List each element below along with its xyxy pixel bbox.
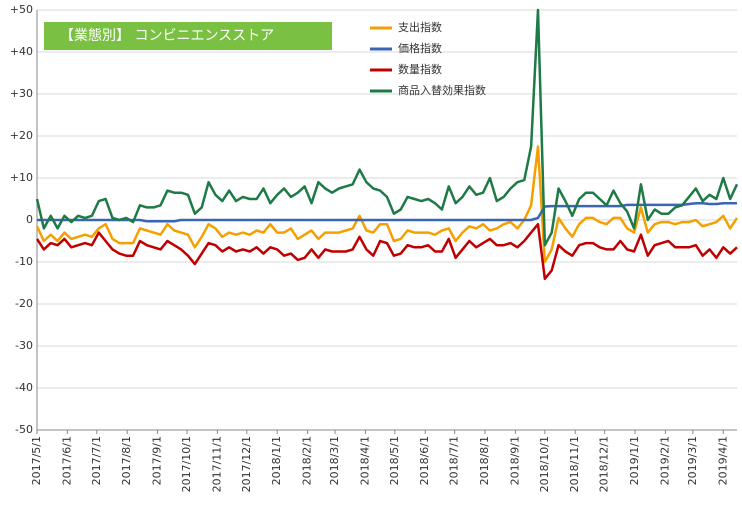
x-tick-label: 2017/10/1: [180, 436, 193, 492]
legend-label: 商品入替効果指数: [398, 83, 486, 97]
x-tick-label: 2018/5/1: [388, 436, 401, 485]
x-tick-label: 2017/9/1: [151, 436, 164, 485]
series-line: [37, 201, 737, 223]
x-tick-label: 2018/8/1: [478, 436, 491, 485]
y-tick-label: +50: [10, 3, 33, 16]
x-tick-label: 2018/9/1: [508, 436, 521, 485]
title-box: [44, 22, 332, 50]
series-line: [35, 222, 738, 281]
x-tick-label: 2018/11/1: [568, 436, 581, 492]
y-tick-label: 0: [26, 213, 33, 226]
y-tick-label: -40: [15, 381, 33, 394]
x-tick-label: 2017/6/1: [60, 436, 73, 485]
x-tick-label: 2017/5/1: [30, 436, 43, 485]
x-tick-label: 2018/1/1: [270, 436, 283, 485]
x-tick-label: 2018/10/1: [538, 436, 551, 492]
x-tick-label: 2018/6/1: [418, 436, 431, 485]
x-tick-label: 2018/2/1: [301, 436, 314, 485]
y-tick-label: -20: [15, 297, 33, 310]
x-tick-label: 2017/12/1: [240, 436, 253, 492]
x-tick-label: 2019/3/1: [686, 436, 699, 485]
x-tick-label: 2017/11/1: [210, 436, 223, 492]
x-tick-label: 2019/2/1: [658, 436, 671, 485]
y-tick-label: -30: [15, 339, 33, 352]
x-tick-label: 2018/3/1: [328, 436, 341, 485]
legend-label: 支出指数: [398, 20, 442, 34]
legend-label: 数量指数: [398, 62, 442, 76]
chart-title: 【業態別】 コンビニエンスストア: [60, 28, 274, 44]
series-line: [35, 145, 739, 264]
x-tick-label: 2017/8/1: [120, 436, 133, 485]
y-tick-label: +40: [10, 45, 33, 58]
x-tick-label: 2018/4/1: [358, 436, 371, 485]
y-tick-label: -10: [15, 255, 33, 268]
x-tick-label: 2019/4/1: [716, 436, 729, 485]
x-tick-label: 2017/7/1: [90, 436, 103, 485]
y-tick-label: +30: [10, 87, 33, 100]
y-tick-label: +20: [10, 129, 33, 142]
x-tick-label: 2018/7/1: [448, 436, 461, 485]
x-tick-label: 2018/12/1: [598, 436, 611, 492]
legend-label: 価格指数: [398, 41, 442, 55]
y-tick-label: +10: [10, 171, 33, 184]
series-line: [35, 8, 739, 247]
y-tick-label: -50: [15, 423, 33, 436]
x-tick-label: 2019/1/1: [628, 436, 641, 485]
